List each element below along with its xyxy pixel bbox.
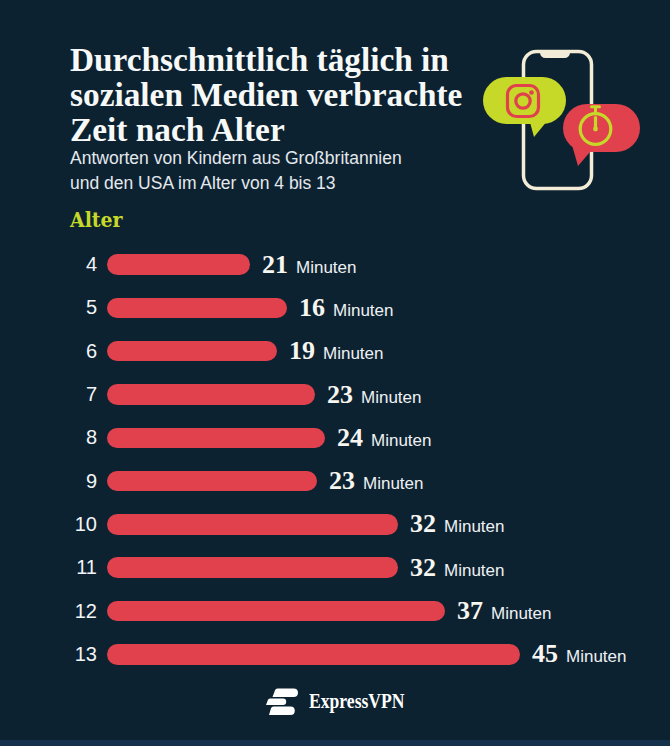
bar	[107, 557, 398, 578]
value-number: 37	[457, 596, 483, 626]
value-unit: Minuten	[444, 517, 504, 537]
page-title: Durchschnittlich täglich in sozialen Med…	[70, 42, 462, 147]
bar-row: 6 19 Minuten	[70, 330, 670, 373]
bar	[107, 428, 325, 449]
bar	[107, 644, 520, 665]
value-unit: Minuten	[363, 474, 423, 494]
age-label: 4	[70, 253, 97, 276]
stopwatch-bubble	[563, 104, 640, 166]
value-label: 32 Minuten	[410, 553, 504, 583]
phone-notch	[540, 50, 570, 58]
title-line-1: Durchschnittlich täglich in	[70, 42, 462, 77]
age-label: 6	[70, 340, 97, 363]
brand-logo: ExpressVPN	[265, 686, 418, 716]
age-label: 11	[70, 556, 97, 579]
value-unit: Minuten	[371, 431, 431, 451]
age-label: 13	[70, 643, 97, 666]
bar	[107, 254, 250, 275]
age-axis-label: Alter	[70, 207, 123, 232]
age-label: 7	[70, 383, 97, 406]
value-number: 23	[329, 466, 355, 496]
value-label: 23 Minuten	[329, 466, 423, 496]
infographic: Durchschnittlich täglich in sozialen Med…	[0, 0, 670, 746]
value-number: 45	[532, 639, 558, 669]
bar-row: 13 45 Minuten	[70, 633, 670, 676]
age-label: 8	[70, 426, 97, 449]
value-number: 32	[410, 509, 436, 539]
expressvpn-logomark	[265, 688, 299, 716]
bar-row: 8 24 Minuten	[70, 416, 670, 459]
bar	[107, 601, 445, 622]
value-unit: Minuten	[323, 344, 383, 364]
value-label: 24 Minuten	[337, 423, 431, 453]
phone-illustration	[470, 30, 670, 200]
bar	[107, 341, 277, 362]
value-label: 19 Minuten	[289, 336, 383, 366]
value-number: 32	[410, 553, 436, 583]
brand-name: ExpressVPN	[309, 690, 405, 713]
bottom-strip	[0, 740, 670, 746]
value-unit: Minuten	[333, 301, 393, 321]
value-label: 23 Minuten	[327, 380, 421, 410]
title-line-3: Zeit nach Alter	[70, 112, 462, 147]
value-number: 19	[289, 336, 315, 366]
value-unit: Minuten	[361, 388, 421, 408]
bar	[107, 384, 315, 405]
title-line-2: sozialen Medien verbrachte	[70, 77, 462, 112]
value-label: 32 Minuten	[410, 509, 504, 539]
bar-chart: 4 21 Minuten 5 16 Minuten 6 19 Minuten 7…	[70, 243, 670, 676]
bar-row: 11 32 Minuten	[70, 546, 670, 589]
value-unit: Minuten	[491, 604, 551, 624]
bar-row: 7 23 Minuten	[70, 373, 670, 416]
subtitle-line-2: und den USA im Alter von 4 bis 13	[70, 171, 402, 196]
value-number: 16	[299, 293, 325, 323]
bar	[107, 471, 317, 492]
bar	[107, 298, 287, 319]
bar-row: 12 37 Minuten	[70, 589, 670, 632]
age-label: 12	[70, 600, 97, 623]
age-label: 9	[70, 470, 97, 493]
bar-row: 4 21 Minuten	[70, 243, 670, 286]
value-label: 21 Minuten	[262, 250, 356, 280]
value-label: 37 Minuten	[457, 596, 551, 626]
value-label: 16 Minuten	[299, 293, 393, 323]
age-label: 5	[70, 296, 97, 319]
bar-row: 5 16 Minuten	[70, 286, 670, 329]
value-unit: Minuten	[296, 258, 356, 278]
subtitle: Antworten von Kindern aus Großbritannien…	[70, 146, 402, 196]
value-number: 24	[337, 423, 363, 453]
subtitle-line-1: Antworten von Kindern aus Großbritannien	[70, 146, 402, 171]
bar-row: 9 23 Minuten	[70, 459, 670, 502]
value-label: 45 Minuten	[532, 639, 626, 669]
value-number: 23	[327, 380, 353, 410]
bar-row: 10 32 Minuten	[70, 503, 670, 546]
bar	[107, 514, 398, 535]
value-unit: Minuten	[566, 647, 626, 667]
value-unit: Minuten	[444, 561, 504, 581]
value-number: 21	[262, 250, 288, 280]
age-label: 10	[70, 513, 97, 536]
